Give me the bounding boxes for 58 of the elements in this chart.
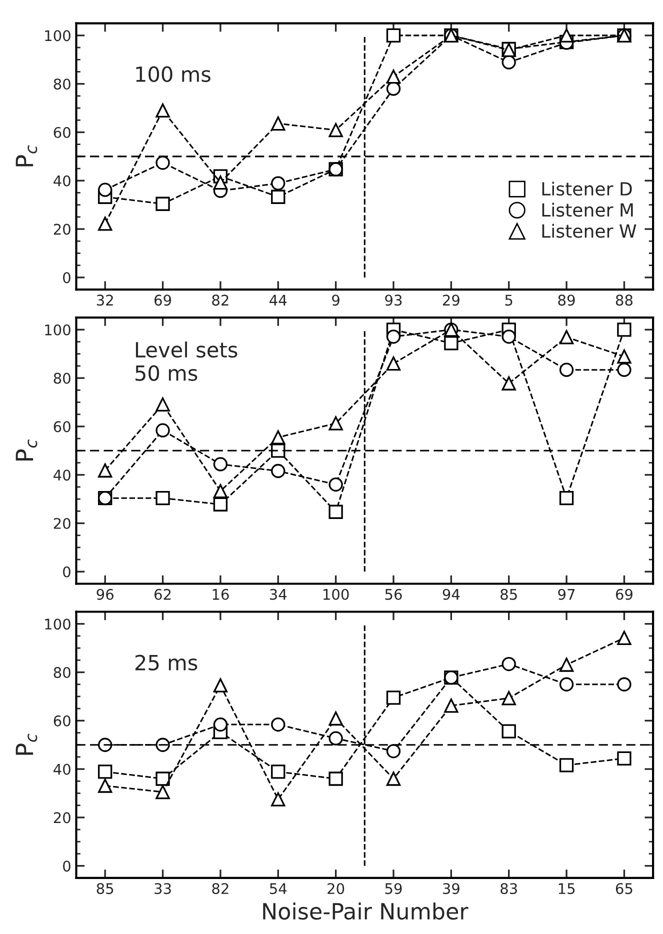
x-tick-label: 29	[442, 294, 460, 306]
x-tick-label: 15	[558, 883, 575, 894]
x-tick-label: 82	[212, 294, 228, 306]
x-tick-label: 59	[385, 883, 402, 894]
y-axis-title: P$_{c}$	[16, 734, 38, 755]
x-tick-label: 56	[385, 588, 402, 600]
x-tick-label: 94	[442, 588, 460, 600]
x-tick-label: 54	[270, 883, 287, 894]
y-tick-label: 60	[54, 126, 70, 138]
x-tick-label: 62	[154, 588, 171, 600]
x-tick-label: 69	[616, 588, 632, 600]
x-tick-label: 9	[332, 294, 340, 306]
x-tick-label: 16	[212, 588, 229, 600]
x-tick-label: 83	[500, 883, 517, 894]
y-tick-label: 0	[63, 272, 70, 284]
y-tick-label: 20	[54, 812, 70, 824]
x-tick-label: 32	[96, 294, 113, 306]
y-tick-label: 80	[54, 372, 70, 384]
y-tick-label: 20	[54, 518, 70, 529]
x-tick-label: 85	[500, 588, 517, 600]
x-tick-label: 33	[154, 883, 171, 894]
y-tick-label: 60	[54, 421, 70, 432]
y-tick-label: 60	[54, 715, 70, 726]
y-tick-label: 40	[54, 175, 70, 186]
x-tick-label: 65	[616, 883, 632, 894]
legend-label: Listener M	[542, 202, 633, 217]
x-tick-label: 93	[385, 294, 402, 306]
x-tick-label: 39	[443, 883, 460, 894]
x-tick-label: 89	[558, 294, 575, 306]
y-tick-label: 80	[54, 78, 70, 90]
x-axis-title: Noise-Pair Number	[263, 902, 468, 920]
x-tick-label: 69	[154, 294, 172, 306]
x-tick-label: 34	[270, 588, 287, 600]
x-tick-label: 96	[96, 588, 114, 600]
annotation: 25 ms	[135, 654, 198, 670]
x-tick-label: 97	[558, 588, 575, 600]
y-axis-title: P$_{c}$	[16, 145, 38, 166]
x-tick-label: 5	[505, 294, 512, 306]
y-tick-label: 100	[45, 324, 70, 336]
y-tick-label: 0	[63, 566, 70, 578]
x-tick-label: 88	[616, 294, 632, 306]
x-tick-label: 85	[96, 883, 114, 894]
y-tick-label: 100	[45, 30, 70, 42]
y-tick-label: 40	[54, 470, 70, 481]
annotation: 100 ms	[136, 66, 210, 82]
y-axis-title: P$_{c}$	[16, 439, 38, 460]
y-tick-label: 0	[63, 860, 70, 872]
y-tick-label: 100	[45, 618, 70, 630]
x-tick-label: 20	[328, 883, 344, 894]
annotation: Level sets 50 ms	[136, 342, 238, 381]
legend-label: Listener D	[542, 182, 632, 196]
x-tick-label: 100	[323, 588, 349, 600]
y-tick-label: 80	[54, 666, 70, 678]
y-tick-label: 40	[54, 764, 70, 775]
x-tick-label: 82	[212, 883, 228, 894]
x-tick-label: 44	[270, 294, 287, 306]
legend-label: Listener W	[542, 224, 636, 238]
y-tick-label: 20	[54, 224, 70, 235]
